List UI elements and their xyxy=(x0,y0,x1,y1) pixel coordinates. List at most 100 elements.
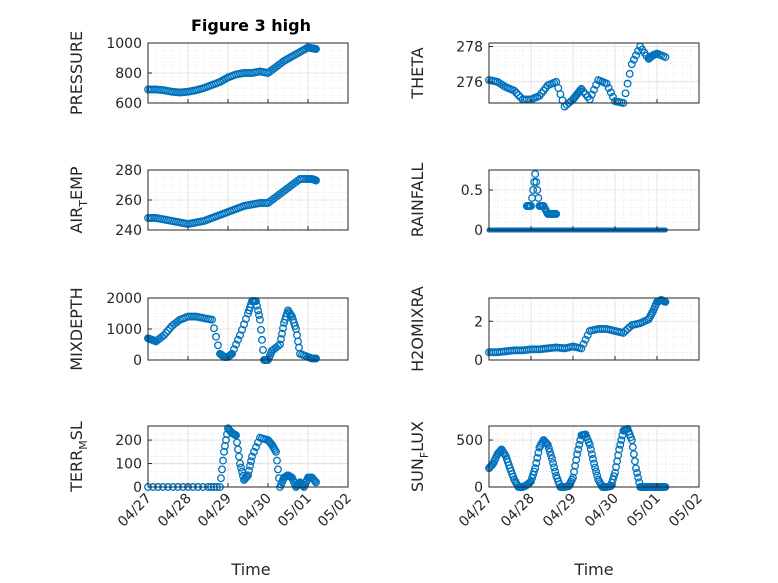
y-tick-label: 280 xyxy=(115,163,142,179)
subplot-6: 0 2 H2OMIXRA xyxy=(408,286,700,372)
data-point xyxy=(256,315,264,324)
data-point xyxy=(168,321,176,330)
data-point xyxy=(552,210,561,218)
data-point xyxy=(240,476,248,484)
data-point xyxy=(224,208,232,216)
data-point xyxy=(288,473,296,482)
data-point xyxy=(501,452,510,460)
data-point xyxy=(594,76,603,85)
x-tick-label: 04/28 xyxy=(155,491,195,531)
data-point xyxy=(602,79,611,88)
data-point xyxy=(592,467,601,476)
data-point xyxy=(253,301,261,310)
data-point xyxy=(184,312,192,321)
data-point xyxy=(585,440,594,449)
subplot-3: 240 260 280 AIRTEMP xyxy=(67,163,349,239)
data-point xyxy=(247,457,255,466)
data-point xyxy=(220,447,228,456)
data-point xyxy=(530,467,539,476)
y-axis-label: MIXDEPTH xyxy=(67,287,86,370)
data-point xyxy=(548,210,556,218)
y-tick-label: 1000 xyxy=(106,36,142,52)
data-point xyxy=(200,217,208,225)
y-tick-label: 1000 xyxy=(106,322,142,338)
data-point xyxy=(280,57,288,65)
data-point xyxy=(210,324,218,333)
data-point xyxy=(518,346,527,355)
data-point xyxy=(288,52,296,61)
data-point xyxy=(208,81,216,89)
data-point xyxy=(224,73,232,82)
x-tick-label: 04/29 xyxy=(195,491,235,531)
y-axis-label: SUNFLUX xyxy=(408,421,431,492)
data-point xyxy=(312,354,320,363)
data-point xyxy=(621,326,630,335)
data-point xyxy=(591,463,599,472)
data-point xyxy=(590,459,598,468)
y-tick-label: 0.5 xyxy=(461,183,483,199)
data-point xyxy=(304,43,312,52)
data-point xyxy=(522,202,531,210)
data-point xyxy=(577,431,586,440)
data-point xyxy=(661,297,670,306)
data-point xyxy=(648,307,657,316)
data-point xyxy=(604,84,613,92)
data-point xyxy=(254,438,262,447)
data-point xyxy=(304,175,312,183)
data-point xyxy=(232,340,240,349)
axes-box xyxy=(488,425,700,488)
data-point xyxy=(590,85,598,94)
data-point xyxy=(192,312,200,321)
data-point xyxy=(545,447,554,456)
y-axis-label: H2OMIXRA xyxy=(408,286,427,372)
data-point xyxy=(312,176,320,185)
x-tick-label: 04/30 xyxy=(235,491,275,531)
data-point xyxy=(532,178,541,186)
data-point xyxy=(192,218,200,227)
y-tick-label: 2 xyxy=(474,314,483,330)
data-point xyxy=(296,175,304,183)
data-point xyxy=(611,97,619,106)
data-point xyxy=(633,468,641,477)
data-point xyxy=(216,78,224,86)
subplot-1: 600 800 1000 PRESSURE xyxy=(67,31,349,115)
data-point xyxy=(512,88,521,97)
data-point xyxy=(308,175,316,183)
data-point xyxy=(534,448,543,457)
data-point xyxy=(228,349,236,358)
data-point xyxy=(168,217,176,225)
data-point xyxy=(236,459,244,468)
data-point xyxy=(264,69,272,77)
data-point xyxy=(232,205,240,213)
data-point xyxy=(616,440,625,449)
data-point xyxy=(248,69,256,77)
subplot-7: 0 100 200 TERRMSL 04/27 04/28 04/29 04/30 05/01 0… xyxy=(67,421,355,530)
data-point xyxy=(296,349,304,358)
data-point xyxy=(506,464,514,473)
data-point xyxy=(248,452,256,461)
y-tick-label: 2000 xyxy=(106,291,142,307)
data-point xyxy=(619,328,628,337)
data-point xyxy=(510,346,519,355)
data-point xyxy=(589,454,597,463)
data-point xyxy=(218,465,226,474)
data-point xyxy=(501,347,510,356)
subplot-5: 0 1000 2000 MIXDEPTH xyxy=(67,287,349,371)
data-point xyxy=(304,473,312,482)
data-point xyxy=(152,214,160,222)
data-point xyxy=(592,80,601,89)
data-point xyxy=(255,311,263,319)
y-axis-label: AIRTEMP xyxy=(67,166,90,233)
data-point xyxy=(527,202,535,210)
data-point xyxy=(280,473,288,482)
data-point xyxy=(510,475,519,484)
data-point xyxy=(264,199,272,207)
x-tick-label: 05/02 xyxy=(666,491,706,531)
data-point xyxy=(224,424,232,433)
data-point xyxy=(216,211,224,219)
data-point xyxy=(535,345,544,354)
data-point xyxy=(272,447,280,456)
data-point xyxy=(583,331,592,340)
data-point xyxy=(308,473,316,482)
y-axis-label: TERRMSL xyxy=(67,421,90,493)
